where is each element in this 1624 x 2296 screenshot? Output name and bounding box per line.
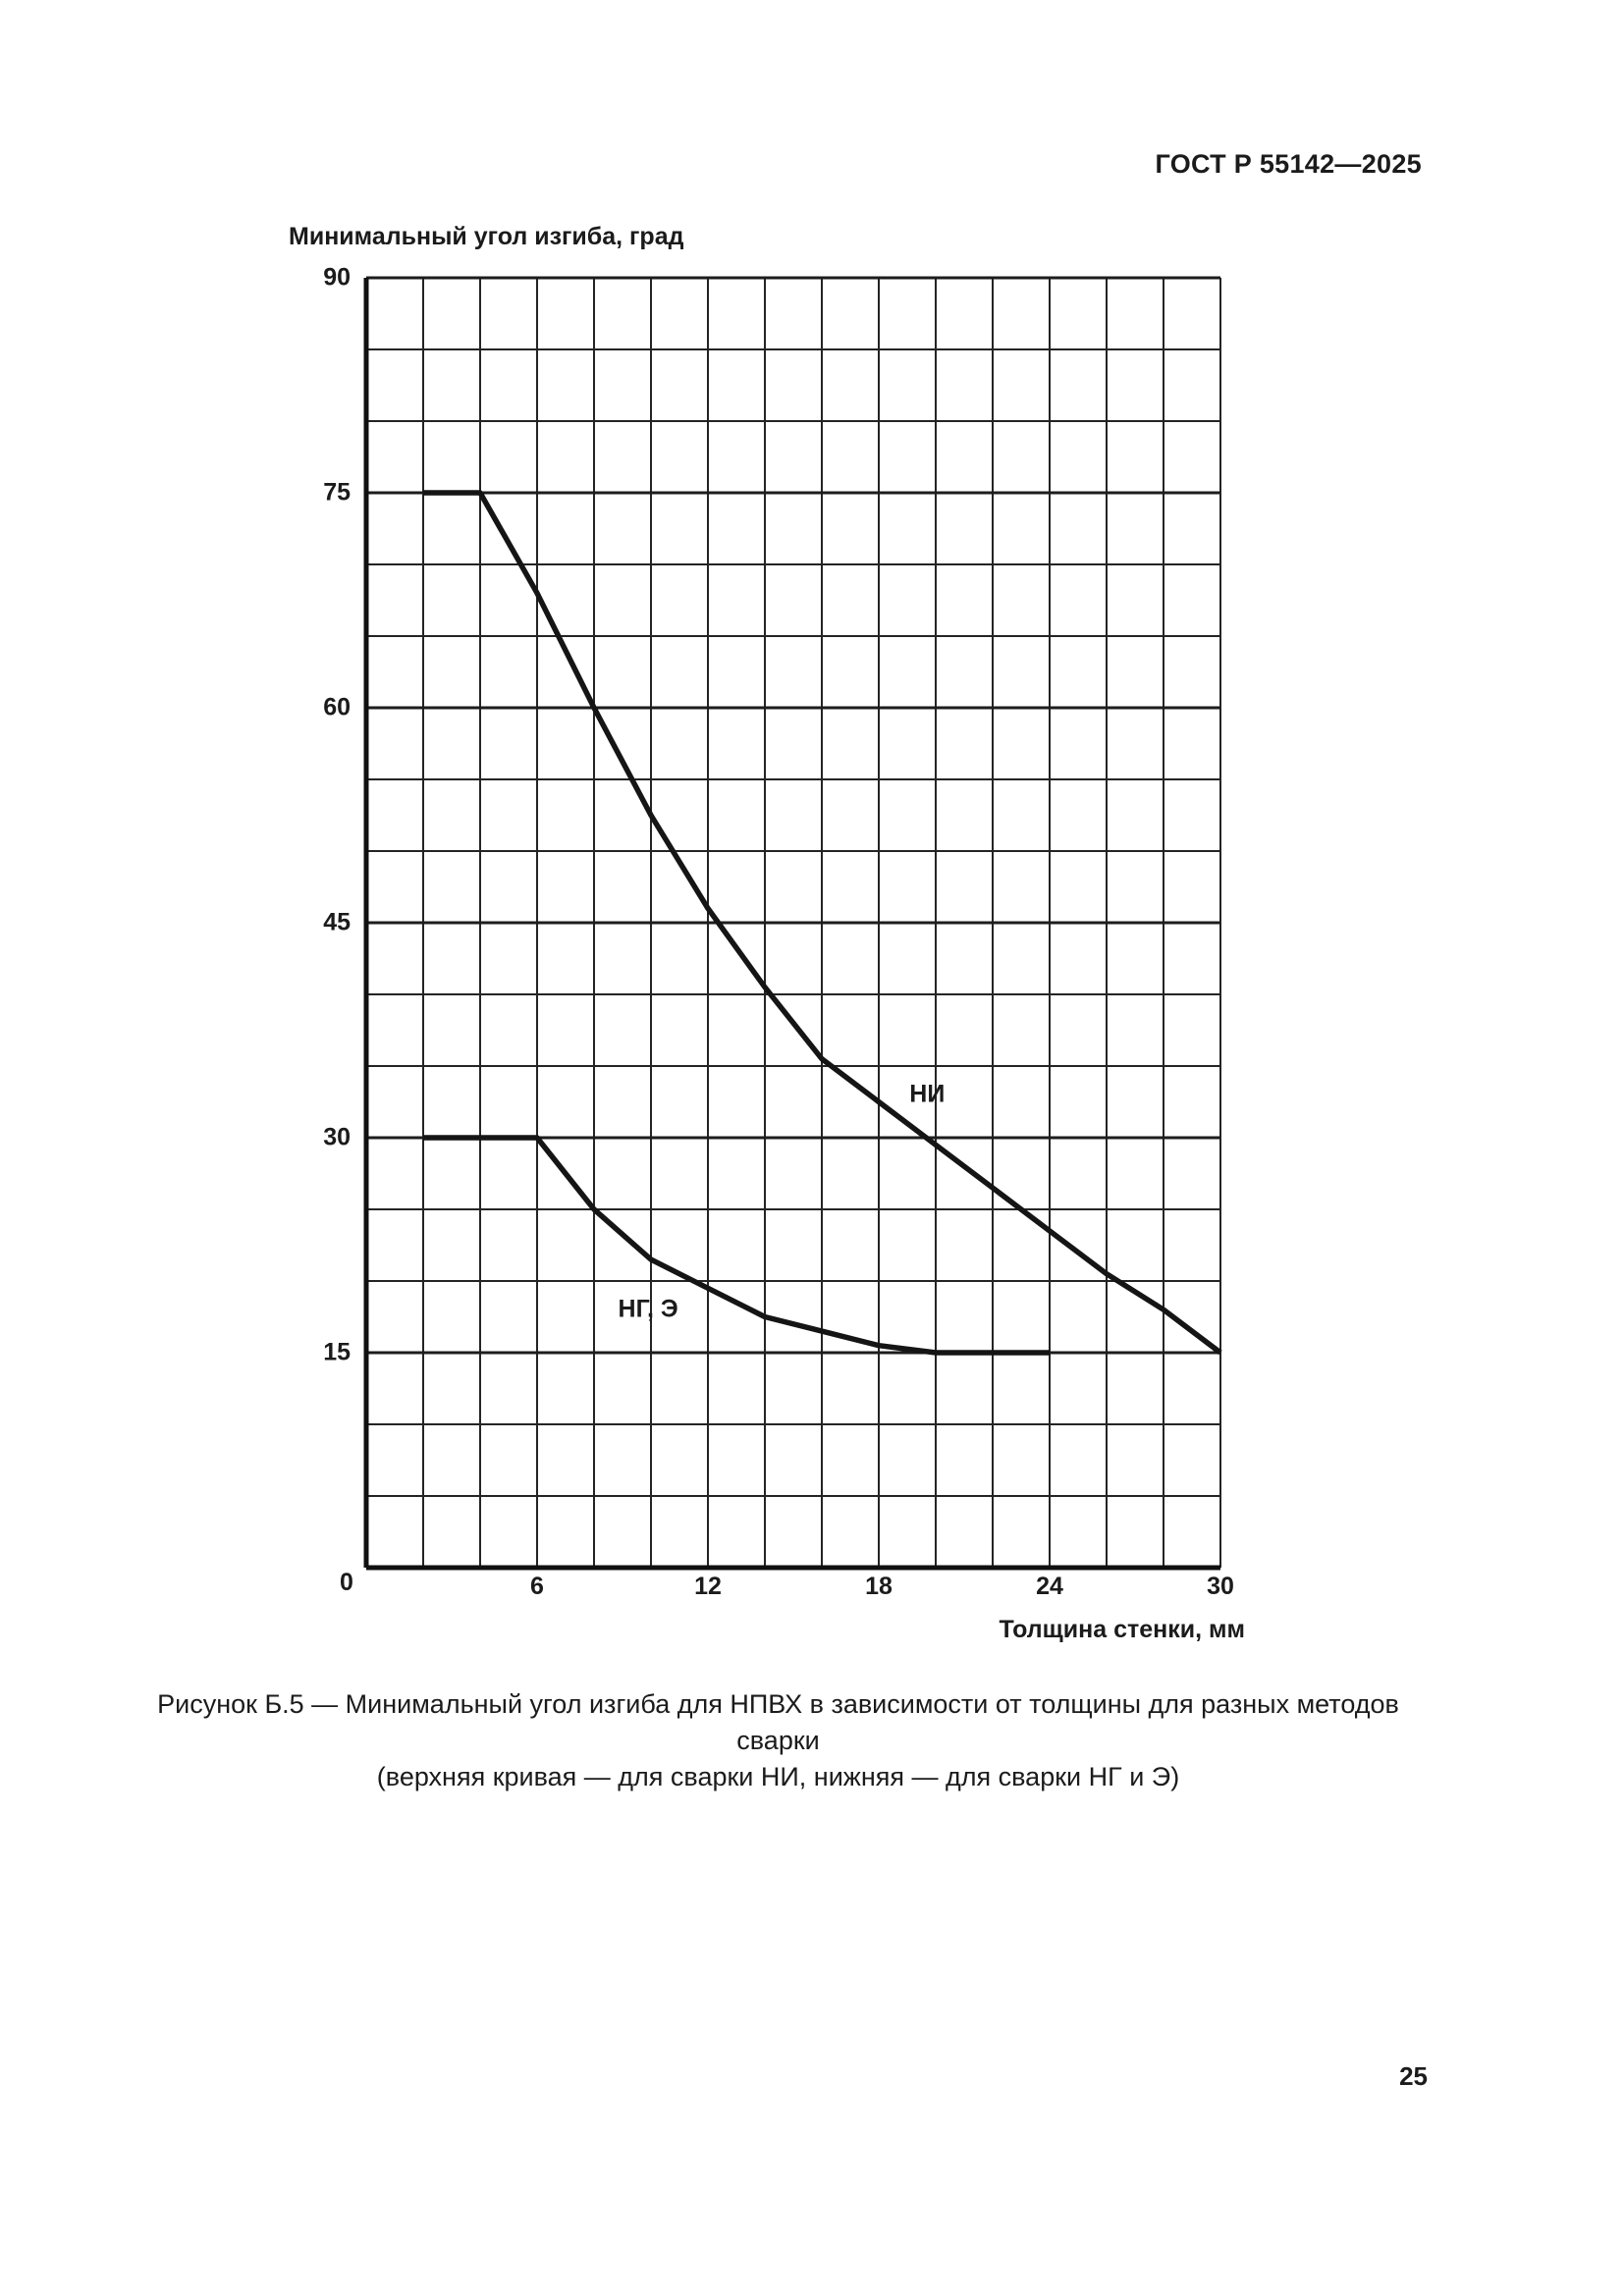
series-curve-1 [423, 1135, 1050, 1356]
figure-caption-line1: Рисунок Б.5 — Минимальный угол изгиба дл… [157, 1689, 1399, 1755]
y-tick-label: 45 [323, 908, 351, 936]
y-tick-label: 30 [323, 1123, 351, 1151]
x-tick-label: 24 [1036, 1573, 1063, 1600]
figure-caption: Рисунок Б.5 — Минимальный угол изгиба дл… [128, 1686, 1429, 1795]
y-tick-label: 60 [323, 693, 351, 721]
series-label-1: НГ, Э [618, 1295, 678, 1323]
chart-plot-area [363, 276, 1222, 1571]
x-axis-title: Толщина стенки, мм [999, 1616, 1245, 1643]
origin-tick-label: 0 [340, 1569, 353, 1596]
y-tick-label: 15 [323, 1338, 351, 1366]
series-label-0: НИ [909, 1080, 946, 1108]
x-tick-label: 6 [530, 1573, 544, 1600]
y-axis-title: Минимальный угол изгиба, град [289, 223, 684, 250]
y-tick-label: 90 [323, 263, 351, 292]
y-tick-label: 75 [323, 478, 351, 507]
figure-caption-line2: (верхняя кривая — для сварки НИ, нижняя … [376, 1762, 1180, 1791]
x-tick-label: 30 [1207, 1573, 1234, 1600]
x-tick-label: 18 [865, 1573, 893, 1600]
series-curve-0 [423, 490, 1222, 1356]
standard-number: ГОСТ Р 55142—2025 [1155, 149, 1422, 179]
page-number: 25 [1399, 2061, 1428, 2091]
x-tick-label: 12 [694, 1573, 722, 1600]
